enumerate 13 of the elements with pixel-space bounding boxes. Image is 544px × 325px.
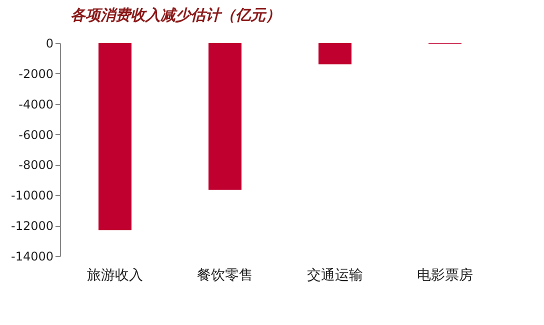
x-tick-label: 餐饮零售 <box>197 268 253 284</box>
x-tick-label: 交通运输 <box>307 268 363 284</box>
y-tick-label: -10000 <box>10 188 54 203</box>
y-tick-label: -6000 <box>18 128 54 142</box>
y-tick-label: 0 <box>46 36 54 50</box>
x-tick-label: 电影票房 <box>417 268 473 284</box>
y-tick-label: -8000 <box>18 158 54 172</box>
y-tick-label: -2000 <box>18 66 54 81</box>
y-tick-label: -14000 <box>10 250 54 264</box>
y-tick-label: -12000 <box>10 219 54 234</box>
y-tick-label: -4000 <box>18 97 54 112</box>
x-tick-label: 旅游收入 <box>87 268 143 284</box>
chart-title: 各项消费收入减少估计（亿元） <box>70 6 280 24</box>
